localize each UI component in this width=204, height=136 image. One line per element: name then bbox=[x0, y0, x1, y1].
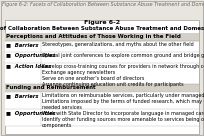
Text: Stereotypes, generalizations, and myths about the other field: Stereotypes, generalizations, and myths … bbox=[42, 42, 194, 47]
Text: Funding and Reimbursement: Funding and Reimbursement bbox=[6, 85, 96, 90]
Text: ■  Opportunities: ■ Opportunities bbox=[6, 53, 56, 58]
Bar bbox=[5, 33, 199, 41]
Text: Special joint conferences to explore common ground and bridge gaps: Special joint conferences to explore com… bbox=[42, 53, 204, 58]
Text: Figure 6-2: Figure 6-2 bbox=[84, 20, 120, 25]
Bar bbox=[5, 41, 199, 52]
Text: ■  Barriers: ■ Barriers bbox=[6, 93, 39, 98]
Bar bbox=[5, 52, 199, 63]
Bar bbox=[5, 109, 199, 126]
Text: Figure 6-2: Facets of Collaboration Between Substance Abuse Treatment and Domest: Figure 6-2: Facets of Collaboration Betw… bbox=[2, 2, 204, 7]
Bar bbox=[5, 63, 199, 84]
Bar bbox=[5, 92, 199, 109]
Bar bbox=[5, 84, 199, 92]
Text: Work with State Director to incorporate language in managed care contract
Identi: Work with State Director to incorporate … bbox=[42, 111, 204, 128]
Text: Develop cross-training courses for providers in network through community
Exchan: Develop cross-training courses for provi… bbox=[42, 64, 204, 87]
Bar bbox=[5, 20, 199, 134]
Text: Facets of Collaboration Between Substance Abuse Treatment and Domestic Vi...: Facets of Collaboration Between Substanc… bbox=[0, 26, 204, 31]
Text: Perceptions and Attitudes of Those Working in the Field: Perceptions and Attitudes of Those Worki… bbox=[6, 34, 181, 39]
Text: ■  Action Ideas: ■ Action Ideas bbox=[6, 64, 51, 69]
Text: ■  Opportunities: ■ Opportunities bbox=[6, 111, 56, 116]
Text: ■  Barriers: ■ Barriers bbox=[6, 42, 39, 47]
Text: Limitations on reimbursable services, particularly under managed care
Limitation: Limitations on reimbursable services, pa… bbox=[42, 93, 204, 110]
